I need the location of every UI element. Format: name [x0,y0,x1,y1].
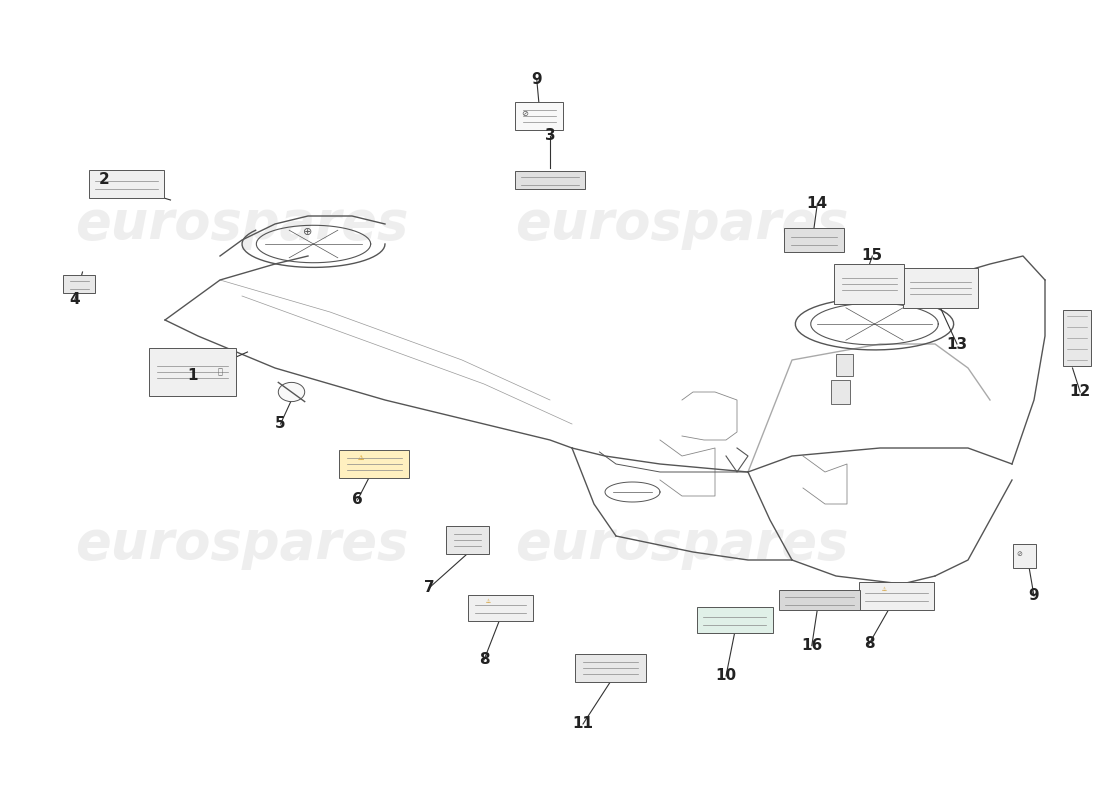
FancyBboxPatch shape [88,170,165,198]
Text: 6: 6 [352,493,363,507]
Text: 8: 8 [478,653,490,667]
FancyBboxPatch shape [697,607,773,633]
Text: ⊘: ⊘ [1016,550,1023,557]
Text: 13: 13 [946,337,968,351]
Text: 🏷: 🏷 [218,367,222,377]
FancyBboxPatch shape [63,275,95,293]
FancyBboxPatch shape [575,654,646,682]
FancyBboxPatch shape [469,595,532,621]
Text: ⊘: ⊘ [521,109,528,118]
Text: 1: 1 [187,369,198,383]
Text: 7: 7 [424,581,434,595]
Text: eurospares: eurospares [75,198,409,250]
Text: ⚠: ⚠ [486,599,491,604]
Text: ⚠: ⚠ [882,587,887,592]
Text: 14: 14 [806,197,828,211]
Text: 10: 10 [715,669,737,683]
Text: 8: 8 [864,637,874,651]
FancyBboxPatch shape [1063,310,1091,366]
Text: eurospares: eurospares [515,518,849,570]
Text: eurospares: eurospares [75,518,409,570]
FancyBboxPatch shape [447,526,488,554]
Text: 12: 12 [1069,385,1091,399]
Text: eurospares: eurospares [515,198,849,250]
FancyBboxPatch shape [784,229,844,251]
FancyBboxPatch shape [902,268,979,307]
Text: ⊕: ⊕ [304,227,312,237]
Text: 3: 3 [544,129,556,143]
FancyBboxPatch shape [1012,544,1036,568]
Bar [830,380,850,404]
FancyBboxPatch shape [515,171,585,189]
FancyBboxPatch shape [148,349,235,395]
Text: 15: 15 [861,249,883,263]
Text: 16: 16 [801,638,823,653]
Text: 2: 2 [99,173,110,187]
Text: ⚠: ⚠ [358,454,364,461]
FancyBboxPatch shape [858,582,934,610]
Text: 4: 4 [69,293,80,307]
FancyBboxPatch shape [834,264,904,303]
FancyBboxPatch shape [779,590,860,610]
Text: 11: 11 [572,717,594,731]
Circle shape [278,382,305,402]
Text: 5: 5 [275,417,286,431]
Text: 9: 9 [531,73,542,87]
Text: 9: 9 [1028,589,1040,603]
Bar [836,354,852,376]
FancyBboxPatch shape [515,102,563,130]
FancyBboxPatch shape [339,450,409,478]
